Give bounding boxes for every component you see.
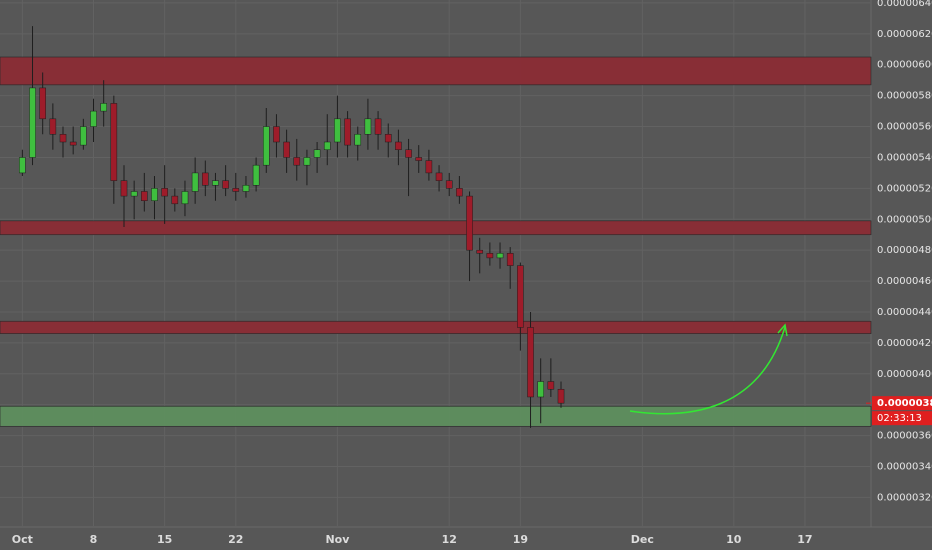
zone <box>0 56 872 86</box>
zone <box>0 405 872 427</box>
candle-body <box>202 172 209 186</box>
arrow-head <box>777 323 788 337</box>
candle-body <box>374 118 382 135</box>
y-tick-label: 0.00000620 <box>877 29 932 40</box>
countdown-label: 02:33:13 <box>877 413 922 424</box>
x-tick-label: 10 <box>726 533 742 546</box>
y-tick-label: 0.00000440 <box>877 307 932 318</box>
candle-body <box>334 118 341 143</box>
candle-body <box>364 118 372 135</box>
candle-body <box>49 118 57 135</box>
candle-body <box>141 191 148 201</box>
candle-body <box>517 265 524 328</box>
x-tick-label: Dec <box>631 533 654 546</box>
candle-body <box>506 253 514 266</box>
last-price-label: 0.00000381 <box>877 398 932 409</box>
y-tick-label: 0.00000640 <box>877 0 932 9</box>
candle-body <box>303 157 311 166</box>
candle-body <box>283 141 290 158</box>
x-tick-label: Oct <box>12 533 33 546</box>
candle-body <box>110 103 118 181</box>
candle-body <box>557 388 565 404</box>
y-tick-label: 0.00000400 <box>877 369 932 380</box>
candle-body <box>547 381 555 390</box>
candle-body <box>323 141 331 150</box>
candle-body <box>354 134 362 146</box>
candle-body <box>384 134 392 143</box>
candle-body <box>395 141 402 150</box>
zones <box>0 56 872 427</box>
candle-body <box>344 118 351 146</box>
candle-body <box>90 110 97 127</box>
y-tick-label: 0.00000580 <box>877 91 932 102</box>
zone <box>0 320 872 334</box>
candle-body <box>212 180 219 186</box>
x-tick-label: 22 <box>228 533 243 546</box>
labels: 0.000003200.000003400.000003600.00000380… <box>12 0 932 546</box>
x-tick-label: 15 <box>157 533 172 546</box>
candle-body <box>313 149 321 158</box>
candle-body <box>425 160 433 174</box>
y-tick-label: 0.00000600 <box>877 60 932 71</box>
candle-body <box>466 195 473 251</box>
candle-body <box>161 188 168 197</box>
y-tick-label: 0.00000540 <box>877 152 932 163</box>
x-tick-label: 17 <box>797 533 812 546</box>
candle-body <box>242 185 250 192</box>
grid <box>0 0 871 526</box>
y-tick-label: 0.00000360 <box>877 431 932 442</box>
x-tick-label: 19 <box>513 533 528 546</box>
candle-body <box>273 126 280 143</box>
candle-body <box>171 195 179 205</box>
candle-body <box>80 126 87 146</box>
y-tick-label: 0.00000560 <box>877 122 932 133</box>
candle-body <box>496 253 504 259</box>
x-tick-label: Nov <box>325 533 350 546</box>
candle-body <box>151 188 158 201</box>
y-tick-label: 0.00000420 <box>877 338 932 349</box>
y-tick-label: 0.00000500 <box>877 214 932 225</box>
candle-body <box>476 249 484 254</box>
candle-body <box>527 327 534 398</box>
candle-body <box>293 157 301 166</box>
x-tick-label: 8 <box>90 533 98 546</box>
candle-body <box>262 126 270 166</box>
candle-body <box>29 87 36 158</box>
candle-body <box>445 180 453 189</box>
zone <box>0 220 872 236</box>
candle-body <box>435 172 443 181</box>
candle-body <box>19 157 26 174</box>
candle-body <box>486 253 494 259</box>
candle-body <box>415 157 423 161</box>
candle-body <box>456 188 463 197</box>
candle-body <box>405 149 412 158</box>
candle-body <box>120 180 128 197</box>
candles <box>19 26 565 428</box>
candle-body <box>222 180 229 189</box>
y-tick-label: 0.00000480 <box>877 245 932 256</box>
candle-body <box>232 188 240 192</box>
candle-body <box>69 141 77 146</box>
y-tick-label: 0.00000320 <box>877 492 932 503</box>
last-price-box <box>872 396 932 411</box>
candle-body <box>252 164 260 186</box>
countdown-box <box>872 411 932 426</box>
candle-body <box>39 87 46 120</box>
y-tick-label: 0.00000460 <box>877 276 932 287</box>
candle-body <box>59 134 67 143</box>
x-tick-label: 12 <box>442 533 457 546</box>
candle-body <box>130 191 138 197</box>
y-tick-label: 0.00000340 <box>877 462 932 473</box>
candle-body <box>191 172 199 192</box>
candle-body <box>181 191 189 205</box>
y-tick-label: 0.00000520 <box>877 183 932 194</box>
candle-body <box>100 103 107 112</box>
candle-body <box>537 381 544 398</box>
projection-arrow <box>629 326 786 415</box>
